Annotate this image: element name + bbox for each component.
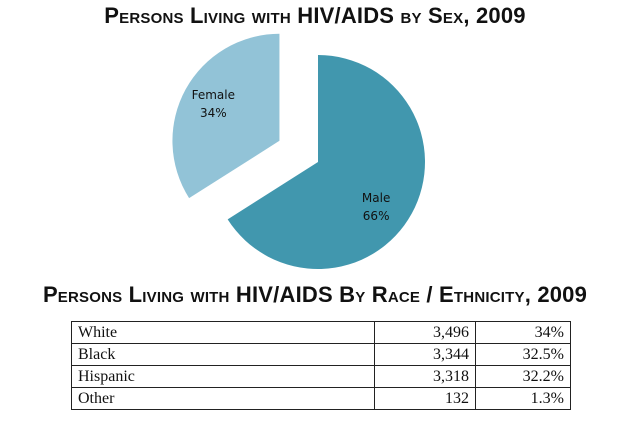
sex-pie-chart: Male 66% Female 34% [172, 33, 425, 270]
race-percent: 34% [475, 321, 571, 344]
race-label: Black [71, 343, 375, 366]
race-percent: 32.2% [475, 365, 571, 388]
race-count: 3,344 [374, 343, 476, 366]
pie-value-female: 34% [200, 106, 227, 120]
table-row: Black 3,344 32.5% [71, 343, 571, 366]
pie-slice-female [172, 33, 280, 199]
race-ethnicity-table: White 3,496 34% Black 3,344 32.5% Hispan… [71, 321, 571, 410]
pie-label-female: Female [192, 88, 235, 102]
race-count: 132 [374, 387, 476, 410]
race-percent: 32.5% [475, 343, 571, 366]
pie-label-male: Male [362, 191, 390, 205]
race-count: 3,318 [374, 365, 476, 388]
table-row: Other 132 1.3% [71, 387, 571, 410]
race-label: Hispanic [71, 365, 375, 388]
race-label: White [71, 321, 375, 344]
pie-value-male: 66% [363, 209, 390, 223]
pie-slice-male [227, 55, 425, 270]
table-title: Persons Living with HIV/AIDS By Race / E… [42, 282, 588, 307]
race-label: Other [71, 387, 375, 410]
pie-chart-title: Persons Living with HIV/AIDS by Sex, 200… [104, 3, 526, 28]
race-percent: 1.3% [475, 387, 571, 410]
table-row: White 3,496 34% [71, 321, 571, 344]
table-row: Hispanic 3,318 32.2% [71, 365, 571, 388]
race-count: 3,496 [374, 321, 476, 344]
